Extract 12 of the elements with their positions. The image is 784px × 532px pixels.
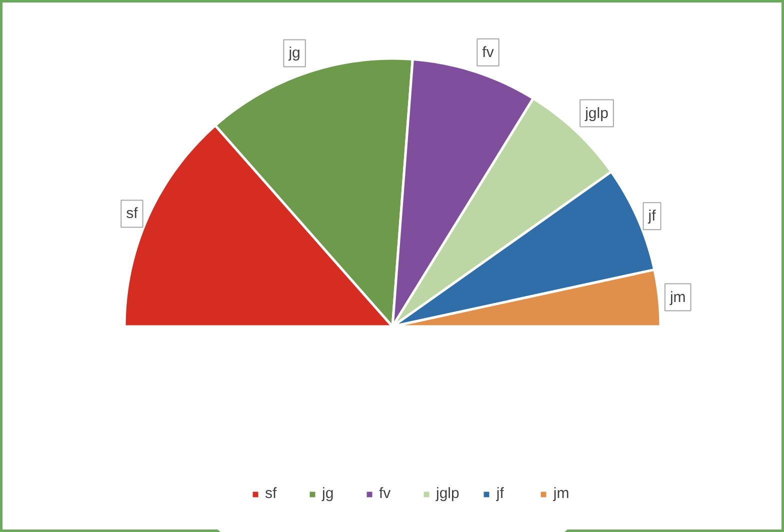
legend-label: jm <box>553 485 570 502</box>
legend-label: jf <box>496 485 505 502</box>
slice-label: jg <box>288 44 300 62</box>
slice-label: jglp <box>584 104 608 122</box>
legend-label: fv <box>379 485 392 502</box>
slice-label: jm <box>668 288 686 306</box>
legend-label: sf <box>265 485 278 502</box>
slice-label: fv <box>482 44 494 61</box>
legend-label: jglp <box>436 485 460 502</box>
slice-label: sf <box>126 205 139 222</box>
legend-label: jg <box>322 485 335 502</box>
slice-label: jf <box>647 208 657 225</box>
